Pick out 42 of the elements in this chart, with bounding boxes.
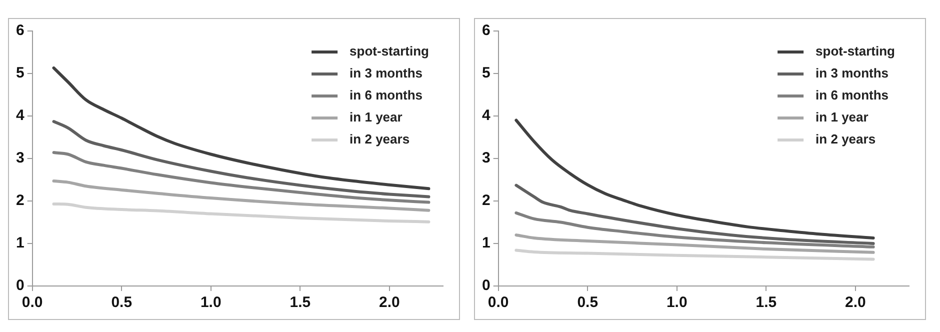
y-tick-label: 4 <box>16 107 25 124</box>
x-tick-label: 1.5 <box>290 294 311 312</box>
line-series <box>52 180 430 212</box>
y-tick-label: 3 <box>16 150 24 167</box>
legend-label: in 3 months <box>350 66 423 81</box>
x-tick-label: 0.0 <box>488 294 509 312</box>
y-tick-label: 5 <box>482 64 490 82</box>
y-tick-label: 3 <box>482 150 490 167</box>
x-tick-label: 2.0 <box>845 294 866 312</box>
legend-label: in 1 year <box>350 110 402 125</box>
y-tick-label: 0 <box>16 277 24 294</box>
legend-label: spot-starting <box>350 44 430 59</box>
legend-label: in 3 months <box>816 66 889 81</box>
x-tick-label: 0.5 <box>577 294 598 312</box>
legend-label: in 6 months <box>816 88 889 103</box>
line-series <box>514 211 875 248</box>
y-tick-label: 2 <box>482 192 490 210</box>
x-tick-label: 2.0 <box>379 294 400 312</box>
x-tick-label: 1.0 <box>666 294 688 312</box>
legend-label: in 6 months <box>350 88 423 103</box>
y-tick-label: 1 <box>16 234 24 252</box>
y-tick-label: 5 <box>16 64 24 82</box>
legend-label: spot-starting <box>816 44 896 59</box>
legend-label: in 2 years <box>816 132 876 147</box>
y-tick-label: 0 <box>482 277 490 294</box>
y-tick-label: 1 <box>482 234 490 252</box>
line-series <box>514 248 875 261</box>
y-tick-label: 6 <box>482 22 490 40</box>
legend-label: in 1 year <box>816 110 868 125</box>
line-series <box>52 202 430 224</box>
y-tick-label: 6 <box>16 22 24 40</box>
y-tick-label: 4 <box>482 107 491 124</box>
x-tick-label: 1.0 <box>200 294 222 312</box>
line-series <box>514 234 875 254</box>
x-tick-label: 0.0 <box>22 294 43 312</box>
x-tick-label: 1.5 <box>756 294 777 312</box>
y-tick-label: 2 <box>16 192 24 210</box>
line-series <box>52 66 430 190</box>
x-tick-label: 0.5 <box>111 294 132 312</box>
line-series <box>52 151 430 204</box>
legend-label: in 2 years <box>350 132 410 147</box>
line-series <box>514 184 875 245</box>
